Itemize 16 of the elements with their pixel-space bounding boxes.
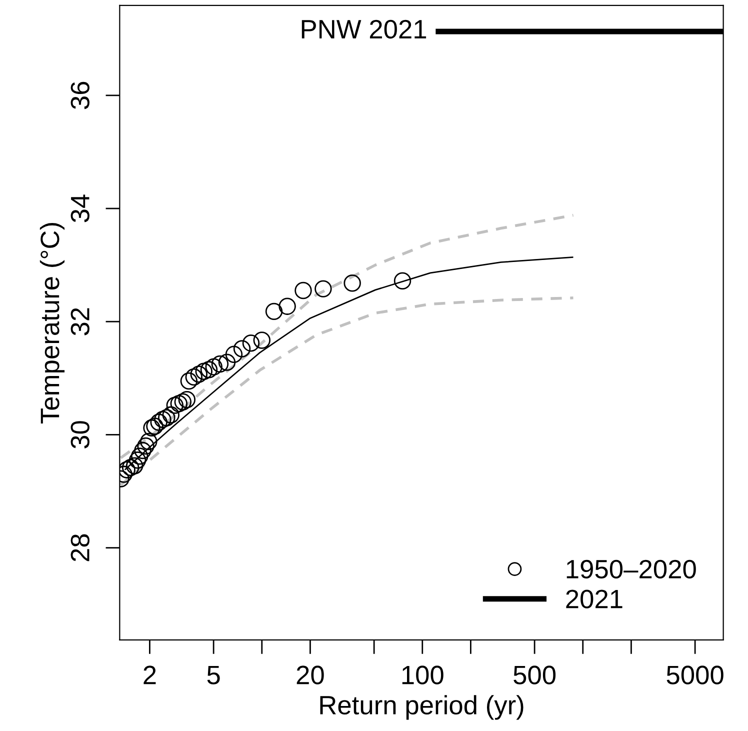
legend-label: 1950–2020 xyxy=(566,560,696,579)
y-tick-label: 32 xyxy=(70,308,90,336)
x-tick-label: 5 xyxy=(207,666,220,684)
y-tick-label: 28 xyxy=(70,534,90,562)
x-tick-label: 5000 xyxy=(666,666,724,684)
annotation: PNW 2021 xyxy=(302,20,426,39)
y-axis-title: Temperature (°C) xyxy=(40,223,65,424)
x-tick-label: 100 xyxy=(402,666,444,684)
legend-label: 2021 xyxy=(566,590,622,608)
x-tick-label: 2 xyxy=(144,666,156,684)
x-tick-label: 500 xyxy=(514,666,556,684)
x-axis-title: Return period (yr) xyxy=(320,695,524,720)
y-tick-label: 30 xyxy=(70,421,90,448)
y-tick-label: 36 xyxy=(70,82,90,110)
x-tick-label: 20 xyxy=(296,666,324,684)
y-tick-label: 34 xyxy=(70,194,90,222)
